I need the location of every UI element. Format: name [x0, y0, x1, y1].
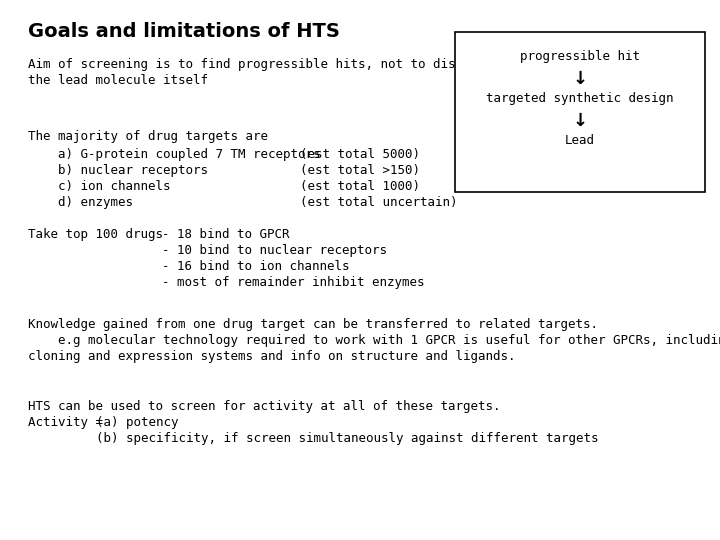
Text: ↓: ↓: [572, 70, 588, 88]
Text: Goals and limitations of HTS: Goals and limitations of HTS: [28, 22, 340, 41]
Text: d) enzymes: d) enzymes: [58, 196, 133, 209]
Text: b) nuclear receptors: b) nuclear receptors: [58, 164, 208, 177]
Text: - 18 bind to GPCR: - 18 bind to GPCR: [162, 228, 289, 241]
Text: - most of remainder inhibit enzymes: - most of remainder inhibit enzymes: [162, 276, 425, 289]
Text: Aim of screening is to find progressible hits, not to discover: Aim of screening is to find progressible…: [28, 58, 493, 71]
Text: (est total 1000): (est total 1000): [300, 180, 420, 193]
Text: (est total >150): (est total >150): [300, 164, 420, 177]
Text: - 10 bind to nuclear receptors: - 10 bind to nuclear receptors: [162, 244, 387, 257]
Text: HTS can be used to screen for activity at all of these targets.: HTS can be used to screen for activity a…: [28, 400, 500, 413]
Text: (b) specificity, if screen simultaneously against different targets: (b) specificity, if screen simultaneousl…: [96, 432, 598, 445]
Text: c) ion channels: c) ion channels: [58, 180, 171, 193]
Text: Knowledge gained from one drug target can be transferred to related targets.: Knowledge gained from one drug target ca…: [28, 318, 598, 331]
Text: Take top 100 drugs: Take top 100 drugs: [28, 228, 163, 241]
Text: e.g molecular technology required to work with 1 GPCR is useful for other GPCRs,: e.g molecular technology required to wor…: [58, 334, 720, 347]
Bar: [455, 32, 705, 192]
Text: cloning and expression systems and info on structure and ligands.: cloning and expression systems and info …: [28, 350, 516, 363]
Text: The majority of drug targets are: The majority of drug targets are: [28, 130, 268, 143]
Text: - 16 bind to ion channels: - 16 bind to ion channels: [162, 260, 349, 273]
Text: the lead molecule itself: the lead molecule itself: [28, 74, 208, 87]
Text: progressible hit: progressible hit: [520, 50, 640, 63]
Text: (est total 5000): (est total 5000): [300, 148, 420, 161]
Text: a) G-protein coupled 7 TM receptors: a) G-protein coupled 7 TM receptors: [58, 148, 320, 161]
Text: Activity =: Activity =: [28, 416, 103, 429]
Text: ↓: ↓: [572, 112, 588, 130]
Text: Lead: Lead: [565, 134, 595, 147]
Text: targeted synthetic design: targeted synthetic design: [486, 92, 674, 105]
Text: (a) potency: (a) potency: [96, 416, 179, 429]
Text: (est total uncertain): (est total uncertain): [300, 196, 457, 209]
